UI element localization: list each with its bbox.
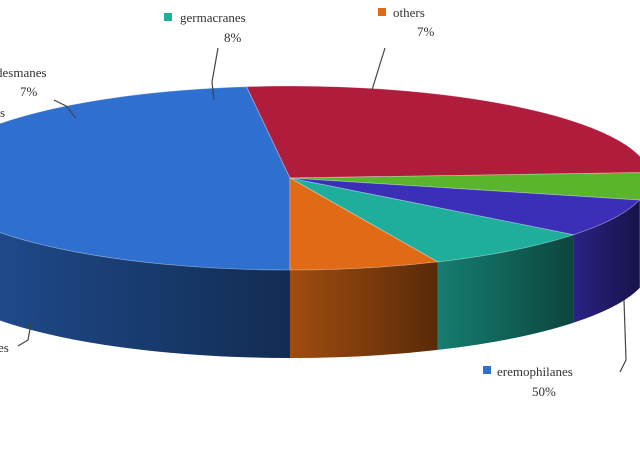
legend-marker-others bbox=[378, 8, 386, 16]
leader-line-desmanes bbox=[53, 99, 77, 119]
leader-line-left bbox=[17, 317, 33, 347]
leader-line-others bbox=[371, 47, 386, 91]
pie-slice-others bbox=[289, 177, 440, 271]
value-desmanes: 7% bbox=[20, 84, 38, 99]
leader-lines bbox=[17, 47, 627, 373]
label-partial-left-bottom: es bbox=[0, 340, 9, 355]
pie-slice-desmanes bbox=[289, 177, 640, 236]
legend-marker-germacranes bbox=[164, 13, 172, 21]
legend-marker-eremophilanes bbox=[483, 366, 491, 374]
label-others: others bbox=[393, 5, 425, 20]
pie-side-shade-0 bbox=[0, 232, 290, 358]
value-eremophilanes: 50% bbox=[532, 384, 556, 399]
label-germacranes: germacranes bbox=[180, 10, 246, 25]
value-others: 7% bbox=[417, 24, 435, 39]
pie-slice-germacranes bbox=[289, 177, 575, 263]
leader-line-eremophilanes bbox=[619, 299, 627, 373]
leader-line-germacranes bbox=[211, 47, 219, 101]
label-partial-left-top: s bbox=[0, 105, 5, 120]
label-desmanes: desmanes bbox=[0, 65, 47, 80]
pie-sides bbox=[0, 199, 640, 358]
pie-side-shade-5 bbox=[290, 261, 438, 358]
pie-slice-slice-1 bbox=[245, 85, 640, 179]
pie-slice-eremophilanes bbox=[0, 86, 291, 271]
label-eremophilanes: eremophilanes bbox=[497, 364, 573, 379]
value-germacranes: 8% bbox=[224, 30, 242, 45]
pie-side-shade-3 bbox=[573, 200, 640, 323]
pie-side-shade-4 bbox=[437, 234, 574, 350]
pie-tops bbox=[0, 85, 640, 271]
